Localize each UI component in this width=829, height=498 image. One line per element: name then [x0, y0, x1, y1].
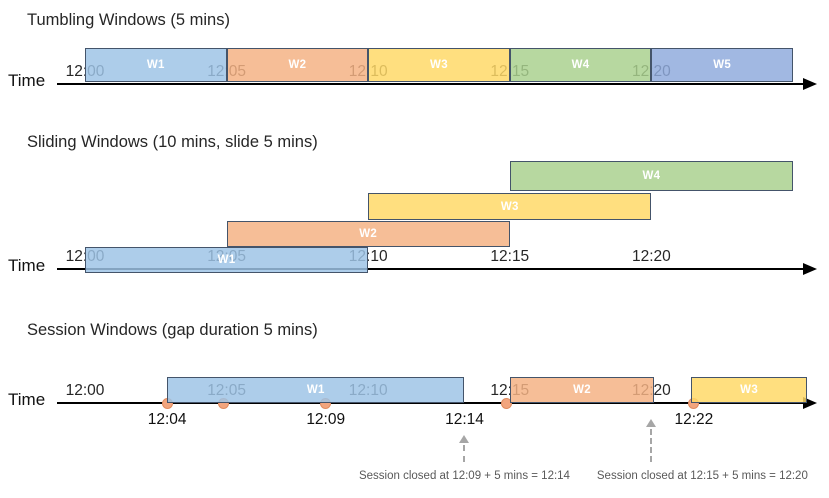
time-axis-label-tumbling: Time: [8, 71, 46, 90]
event-dot-unlabeled-3: [501, 397, 513, 409]
window-box-sliding-w3: [368, 193, 652, 220]
session-close-annotation-2: Session closed at 12:15 + 5 mins = 12:20: [596, 470, 808, 482]
annotation-arrow-1: [463, 445, 466, 462]
window-label-sliding-w4: W4: [642, 170, 661, 182]
window-box-session-w3: [691, 377, 808, 403]
time-axis-label-session: Time: [8, 390, 46, 409]
window-box-session-w1: [167, 377, 465, 403]
time-axis-label-sliding: Time: [8, 256, 46, 275]
time-axis-arrowhead-tumbling: [803, 78, 817, 90]
window-label-session-w2: W2: [573, 384, 591, 396]
window-label-tumbling-w4: W4: [571, 59, 590, 71]
window-box-sliding-w2: [226, 221, 510, 247]
tick-label-session-12-00: 12:00: [65, 382, 105, 399]
tick-label-sliding-12-20: 12:20: [631, 248, 671, 265]
window-box-sliding-w4: [509, 161, 793, 191]
window-box-sliding-w1: [85, 247, 369, 273]
time-axis-session: [57, 402, 803, 404]
annotation-arrowhead-2: [646, 419, 657, 427]
window-label-session-w1: W1: [306, 384, 325, 396]
window-box-tumbling-w5: [651, 48, 793, 82]
session-close-annotation-1: Session closed at 12:09 + 5 mins = 12:14: [358, 470, 570, 482]
window-label-tumbling-w3: W3: [430, 59, 448, 71]
section-title-session: Session Windows (gap duration 5 mins): [27, 321, 318, 339]
window-label-tumbling-w1: W1: [146, 59, 165, 71]
tick-label-sliding-12-15: 12:15: [490, 248, 530, 265]
time-axis-sliding: [57, 268, 803, 270]
window-label-session-w3: W3: [740, 384, 759, 396]
window-label-sliding-w2: W2: [359, 228, 378, 240]
section-title-tumbling: Tumbling Windows (5 mins): [27, 11, 230, 29]
window-box-session-w2: [509, 377, 655, 403]
window-label-tumbling-w5: W5: [713, 59, 732, 71]
event-time-label-12-09: 12:09: [306, 411, 346, 428]
window-box-tumbling-w4: [509, 48, 652, 82]
window-box-tumbling-w1: [85, 48, 227, 82]
window-box-tumbling-w3: [368, 48, 510, 82]
event-time-label-12-22: 12:22: [674, 411, 714, 428]
time-axis-arrowhead-sliding: [803, 263, 817, 275]
annotation-arrow-2: [650, 429, 653, 462]
window-label-sliding-w3: W3: [500, 200, 519, 213]
event-time-label-12-04: 12:04: [147, 411, 187, 428]
window-label-sliding-w1: W1: [217, 254, 236, 266]
close-time-label-12-14: 12:14: [445, 411, 484, 428]
annotation-arrowhead-1: [459, 435, 470, 443]
section-title-sliding: Sliding Windows (10 mins, slide 5 mins): [27, 133, 318, 151]
time-axis-tumbling: [57, 83, 803, 85]
window-label-tumbling-w2: W2: [288, 59, 307, 71]
window-box-tumbling-w2: [226, 48, 369, 82]
